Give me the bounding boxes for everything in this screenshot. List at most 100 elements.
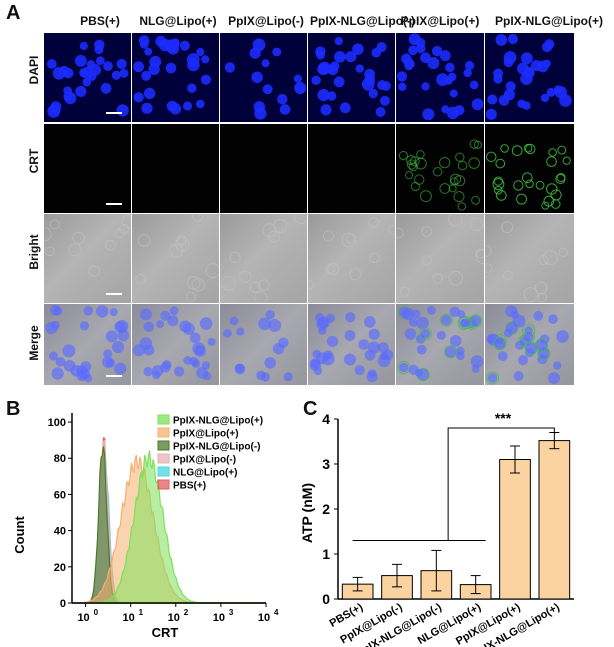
cell-nucleus <box>320 104 332 116</box>
tile-canvas <box>485 143 571 210</box>
crt-signal <box>432 167 443 177</box>
cell-nucleus <box>187 83 197 93</box>
tile-canvas <box>44 214 131 277</box>
cell-nucleus <box>139 337 153 350</box>
cell-nucleus <box>402 307 415 321</box>
cell-nucleus <box>345 51 357 63</box>
cell-nucleus <box>457 310 466 319</box>
cell-outline <box>368 217 380 228</box>
cell-nucleus <box>51 367 64 380</box>
cell-nucleus <box>505 81 516 92</box>
crt-image-tile <box>220 124 307 213</box>
cell-outline <box>448 271 464 286</box>
crt-signal <box>500 144 509 153</box>
legend-label: NLG@Lipo(+) <box>173 468 237 479</box>
cell-outline <box>469 217 484 232</box>
scale-bar <box>106 203 122 205</box>
bright-image-tile <box>308 214 395 303</box>
cell-outline <box>249 281 261 294</box>
cell-nucleus <box>416 316 429 330</box>
cell-nucleus <box>381 81 391 91</box>
cell-nucleus <box>334 36 343 46</box>
tile-canvas <box>308 124 395 213</box>
cell-nucleus <box>523 331 534 342</box>
cell-outline <box>258 279 270 291</box>
cell-nucleus <box>75 85 87 98</box>
cell-nucleus <box>449 335 462 347</box>
cell-nucleus <box>355 64 364 73</box>
cell-nucleus <box>520 52 533 65</box>
cell-nucleus <box>223 329 232 338</box>
cell-outline <box>105 239 116 251</box>
cell-nucleus <box>165 62 177 74</box>
cell-outline <box>421 255 432 266</box>
column-header: PpIX-NLG@Lipo(-) <box>310 14 416 28</box>
cell-nucleus <box>311 75 321 86</box>
crt-signal <box>398 150 408 161</box>
cell-nucleus <box>189 332 201 344</box>
cell-nucleus <box>368 88 378 99</box>
cell-nucleus <box>344 330 356 341</box>
cell-nucleus <box>196 366 209 379</box>
tile-canvas <box>132 124 219 213</box>
cell-nucleus <box>195 99 205 109</box>
cell-nucleus <box>517 99 526 108</box>
cell-nucleus <box>196 47 205 57</box>
cell-nucleus <box>548 314 558 324</box>
merge-image-tile <box>485 304 574 385</box>
bright-image-tile <box>485 214 574 303</box>
legend-swatch <box>157 414 170 425</box>
cell-nucleus <box>440 314 452 326</box>
cell-nucleus <box>408 33 421 46</box>
x-tick-label: 10 <box>213 612 225 624</box>
cell-nucleus <box>376 42 387 53</box>
cell-nucleus <box>51 105 61 115</box>
cell-nucleus <box>408 45 418 56</box>
cell-nucleus <box>207 337 216 346</box>
cell-nucleus <box>160 362 171 373</box>
crt-ring <box>524 341 538 355</box>
crt-signal <box>408 162 418 172</box>
cell-nucleus <box>485 108 497 120</box>
cell-nucleus <box>497 351 508 362</box>
cell-outline <box>538 254 549 266</box>
cell-outline <box>345 234 356 244</box>
cell-nucleus <box>249 47 261 59</box>
crt-signal <box>457 160 468 171</box>
cell-outline <box>192 214 204 222</box>
crt-image-tile <box>44 124 131 213</box>
cell-nucleus <box>224 62 236 73</box>
cell-outline <box>503 270 513 281</box>
cell-nucleus <box>199 317 213 330</box>
y-tick-label: 100 <box>48 417 66 429</box>
cell-nucleus <box>396 71 408 82</box>
tile-canvas <box>396 33 484 121</box>
y-tick-label: 3 <box>322 456 330 472</box>
cell-nucleus <box>487 94 498 105</box>
tile-canvas <box>221 214 307 303</box>
x-tick-exponent: 3 <box>229 608 234 617</box>
row-header: CRT <box>27 148 41 174</box>
cell-nucleus <box>143 367 153 377</box>
cell-nucleus <box>318 61 331 75</box>
y-tick-label: 80 <box>54 453 66 465</box>
cell-outline <box>268 230 280 243</box>
cell-outline <box>88 265 101 277</box>
tile-canvas <box>46 39 129 118</box>
cell-nucleus <box>64 91 77 105</box>
cell-nucleus <box>495 34 508 46</box>
legend-swatch <box>157 466 170 477</box>
cell-nucleus <box>173 366 185 377</box>
crt-signal <box>492 178 505 191</box>
cell-nucleus <box>141 102 153 114</box>
panel-label-a: A <box>6 2 21 24</box>
cell-nucleus <box>50 320 60 330</box>
cell-nucleus <box>149 55 162 68</box>
tile-canvas <box>132 306 216 381</box>
cell-nucleus <box>553 85 562 94</box>
cell-nucleus <box>464 60 475 71</box>
cell-nucleus <box>191 359 201 368</box>
cell-nucleus <box>507 33 518 45</box>
cell-nucleus <box>325 313 336 323</box>
cell-nucleus <box>416 344 427 355</box>
